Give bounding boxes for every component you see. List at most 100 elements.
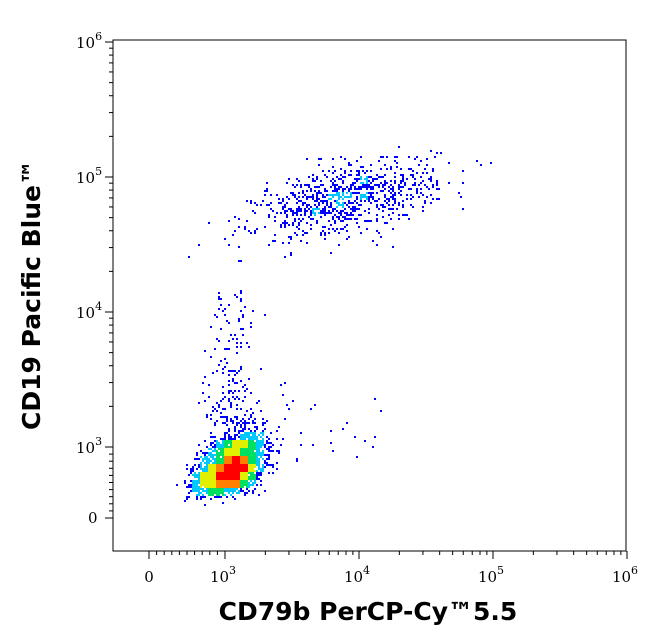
data-point	[244, 444, 246, 446]
data-point	[246, 450, 248, 452]
data-point	[320, 210, 322, 212]
data-point	[228, 486, 230, 488]
data-point	[238, 480, 240, 482]
data-point	[226, 452, 228, 454]
data-point	[344, 196, 346, 198]
data-point	[228, 462, 230, 464]
data-point	[214, 314, 216, 316]
data-point	[336, 206, 338, 208]
data-point	[286, 404, 288, 406]
data-point	[246, 468, 248, 470]
data-point	[196, 454, 198, 456]
data-point	[244, 440, 246, 442]
data-point	[346, 224, 348, 226]
data-point	[296, 214, 298, 216]
data-point	[260, 446, 262, 448]
data-point	[244, 462, 246, 464]
data-point	[226, 320, 228, 322]
data-point	[368, 220, 370, 222]
data-point	[230, 494, 232, 496]
data-point	[236, 382, 238, 384]
data-point	[242, 490, 244, 492]
data-point	[210, 436, 212, 438]
data-point	[254, 418, 256, 420]
data-point	[224, 486, 226, 488]
data-point	[248, 440, 250, 442]
data-point	[374, 398, 376, 400]
data-point	[228, 482, 230, 484]
data-point	[348, 190, 350, 192]
data-point	[248, 456, 250, 458]
data-point	[230, 472, 232, 474]
data-point	[306, 204, 308, 206]
data-point	[386, 202, 388, 204]
data-point	[238, 422, 240, 424]
data-point	[210, 478, 212, 480]
data-point	[204, 490, 206, 492]
data-point	[190, 490, 192, 492]
data-point	[232, 484, 234, 486]
data-point	[198, 482, 200, 484]
data-point	[254, 488, 256, 490]
data-point	[330, 224, 332, 226]
data-point	[248, 428, 250, 430]
data-point	[382, 204, 384, 206]
data-point	[344, 226, 346, 228]
data-point	[240, 436, 242, 438]
data-point	[216, 486, 218, 488]
data-point	[214, 492, 216, 494]
data-point	[208, 466, 210, 468]
data-point	[214, 486, 216, 488]
data-point	[264, 226, 266, 228]
data-point	[230, 484, 232, 486]
data-point	[378, 176, 380, 178]
data-point	[230, 446, 232, 448]
data-point	[228, 480, 230, 482]
data-point	[264, 314, 266, 316]
data-point	[244, 428, 246, 430]
data-point	[246, 432, 248, 434]
data-point	[336, 200, 338, 202]
data-point	[290, 238, 292, 240]
data-point	[234, 498, 236, 500]
data-point	[244, 436, 246, 438]
data-point	[226, 362, 228, 364]
data-point	[310, 228, 312, 230]
data-point	[276, 430, 278, 432]
data-point	[200, 474, 202, 476]
data-point	[338, 232, 340, 234]
data-point	[218, 340, 220, 342]
data-point	[254, 470, 256, 472]
data-point	[394, 182, 396, 184]
data-point	[412, 206, 414, 208]
data-point	[248, 418, 250, 420]
data-point	[212, 472, 214, 474]
data-point	[286, 202, 288, 204]
data-point	[256, 452, 258, 454]
data-point	[242, 448, 244, 450]
data-point	[232, 492, 234, 494]
data-point	[254, 438, 256, 440]
data-point	[354, 206, 356, 208]
data-point	[286, 222, 288, 224]
data-point	[224, 348, 226, 350]
data-point	[340, 168, 342, 170]
data-point	[308, 196, 310, 198]
data-point	[378, 186, 380, 188]
data-point	[224, 238, 226, 240]
data-point	[320, 212, 322, 214]
data-point	[288, 178, 290, 180]
data-point	[234, 452, 236, 454]
data-point	[370, 188, 372, 190]
data-point	[236, 458, 238, 460]
data-point	[300, 444, 302, 446]
data-point	[346, 230, 348, 232]
data-point	[224, 422, 226, 424]
data-point	[284, 382, 286, 384]
data-point	[462, 170, 464, 172]
data-point	[254, 478, 256, 480]
data-point	[424, 184, 426, 186]
data-point	[354, 436, 356, 438]
data-point	[266, 458, 268, 460]
data-point	[194, 486, 196, 488]
